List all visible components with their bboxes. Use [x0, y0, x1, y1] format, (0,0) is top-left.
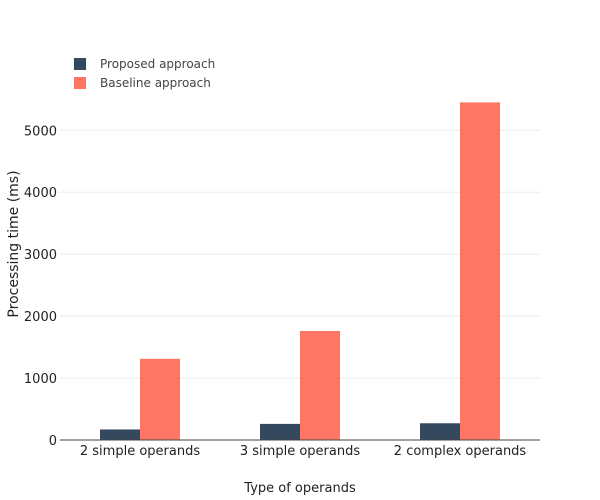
x-tick-label: 2 simple operands [80, 444, 200, 459]
y-tick-label: 3000 [24, 248, 57, 263]
y-tick-label: 0 [49, 434, 57, 449]
bar-baseline [140, 358, 180, 440]
y-tick-label: 2000 [24, 310, 57, 325]
y-axis-title: Processing time (ms) [6, 170, 22, 317]
legend-swatch [74, 58, 86, 70]
legend-item[interactable]: Proposed approach [74, 57, 215, 71]
y-tick-label: 5000 [24, 124, 57, 139]
bar-baseline [460, 102, 500, 441]
x-axis-title: Type of operands [243, 481, 356, 496]
x-tick-label: 3 simple operands [240, 444, 360, 459]
y-tick-labels: 0 1000 2000 3000 4000 5000 [24, 124, 57, 449]
bar-baseline [300, 330, 340, 440]
bars [100, 102, 500, 441]
legend-label: Baseline approach [100, 76, 211, 90]
x-tick-label: 2 complex operands [394, 444, 527, 459]
legend-item[interactable]: Baseline approach [74, 76, 211, 90]
legend-swatch [74, 77, 86, 89]
legend: Proposed approach Baseline approach [74, 57, 215, 90]
x-tick-labels: 2 simple operands 3 simple operands 2 comp… [80, 444, 527, 459]
legend-label: Proposed approach [100, 57, 215, 71]
y-tick-label: 1000 [24, 372, 57, 387]
bar-proposed [100, 429, 140, 440]
y-tick-label: 4000 [24, 186, 57, 201]
bar-proposed [260, 423, 300, 440]
bar-proposed [420, 423, 460, 440]
